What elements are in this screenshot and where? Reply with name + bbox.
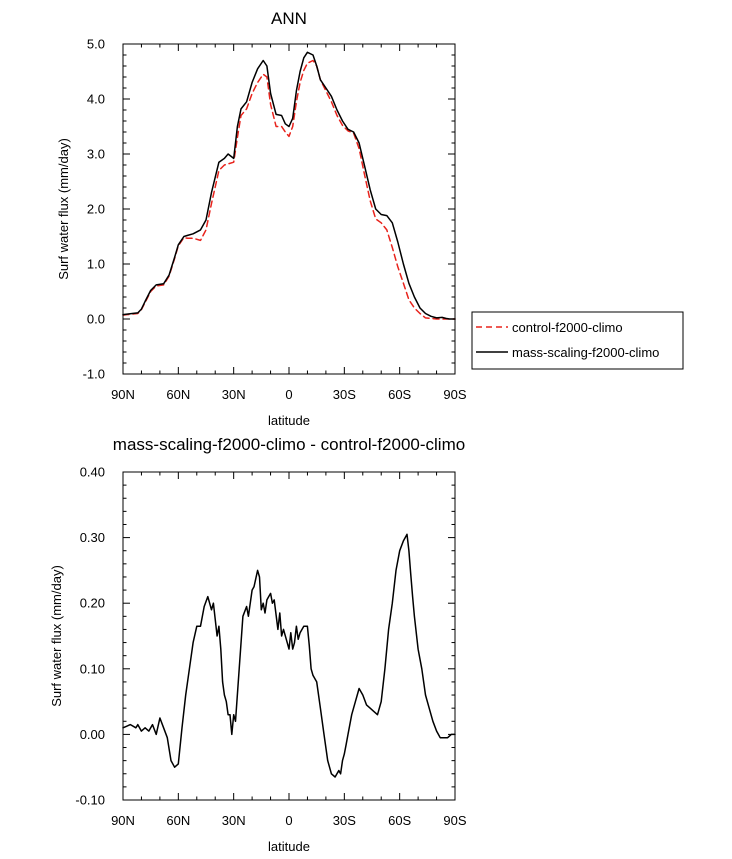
bottom-y-tick-label: 0.10 [80, 661, 105, 676]
bottom-y-tick-label: 0.40 [80, 465, 105, 480]
top-x-tick-label: 30N [222, 387, 246, 402]
bottom-y-tick-label: 0.00 [80, 727, 105, 742]
bottom-x-tick-label: 30N [222, 813, 246, 828]
top-x-tick-label: 0 [285, 387, 292, 402]
bottom-x-tick-label: 60S [388, 813, 411, 828]
top-series-control-f2000-climo [122, 59, 456, 320]
bottom-x-tick-label: 90S [443, 813, 466, 828]
bottom-x-tick-label: 0 [285, 813, 292, 828]
bottom-plot-frame [122, 471, 456, 801]
top-series-mass-scaling-f2000-climo [122, 51, 456, 320]
top-y-axis-label: Surf water flux (mm/day) [56, 138, 71, 280]
top-y-tick-label: 0.0 [87, 312, 105, 327]
legend-label-mass-scaling: mass-scaling-f2000-climo [512, 345, 659, 360]
top-y-tick-label: 4.0 [87, 92, 105, 107]
top-plot-area: 90N 60N 30N 0 30S 60S 90S -1.0 0.0 1.0 2.0 3.0 4.0 5.… [83, 37, 467, 403]
legend-label-control: control-f2000-climo [512, 320, 623, 335]
bottom-x-tick-label: 30S [333, 813, 356, 828]
bottom-y-tick-label: 0.20 [80, 596, 105, 611]
bottom-y-tick-label: 0.30 [80, 530, 105, 545]
bottom-y-axis-label: Surf water flux (mm/day) [49, 565, 64, 707]
legend-box [471, 311, 684, 370]
bottom-x-axis-label: latitude [268, 839, 310, 854]
bottom-plot-area: 90N 60N 30N 0 30S 60S 90S -0.10 0.00 0.10 0.20 0.30… [75, 465, 467, 829]
bottom-panel: mass-scaling-f2000-climo - control-f2000… [49, 435, 467, 854]
bottom-panel-title: mass-scaling-f2000-climo - control-f2000… [113, 435, 465, 454]
top-y-tick-label: 1.0 [87, 257, 105, 272]
legend: control-f2000-climo mass-scaling-f2000-c… [471, 311, 684, 370]
bottom-series-mass-scaling-f2000-climo-control-f2000-climo [122, 533, 456, 778]
bottom-x-tick-label: 60N [166, 813, 190, 828]
bottom-x-tick-label: 90N [111, 813, 135, 828]
top-x-axis-label: latitude [268, 413, 310, 428]
top-x-tick-label: 90S [443, 387, 466, 402]
top-y-tick-label: 2.0 [87, 202, 105, 217]
top-x-tick-label: 90N [111, 387, 135, 402]
top-plot-frame [122, 43, 456, 375]
top-x-tick-label: 60N [166, 387, 190, 402]
top-panel: ANN 90N 60N 30N 0 30S 60S 90S -1.0 0.0 1.0 2.0 3.0 4… [56, 9, 684, 428]
top-x-tick-label: 30S [333, 387, 356, 402]
top-x-tick-label: 60S [388, 387, 411, 402]
top-y-tick-label: -1.0 [83, 367, 105, 382]
top-y-tick-label: 3.0 [87, 147, 105, 162]
top-y-tick-label: 5.0 [87, 37, 105, 52]
top-panel-title: ANN [271, 9, 307, 28]
bottom-y-tick-label: -0.10 [75, 793, 105, 808]
